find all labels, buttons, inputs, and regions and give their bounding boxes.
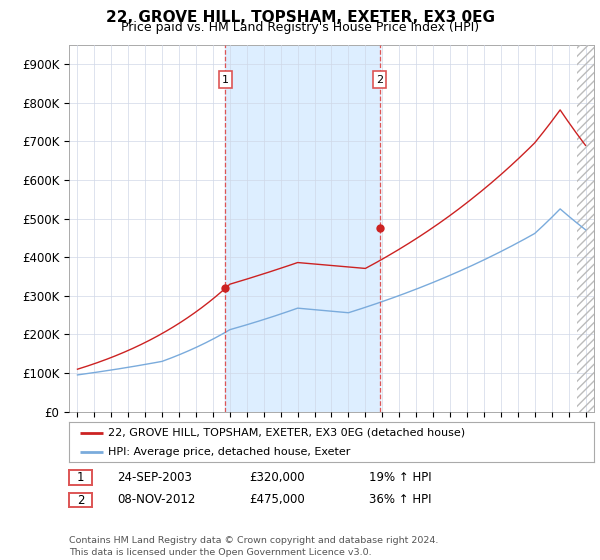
Text: 19% ↑ HPI: 19% ↑ HPI (369, 470, 431, 484)
Text: Contains HM Land Registry data © Crown copyright and database right 2024.
This d: Contains HM Land Registry data © Crown c… (69, 536, 439, 557)
Text: 1: 1 (77, 471, 84, 484)
Text: £475,000: £475,000 (249, 493, 305, 506)
Text: 22, GROVE HILL, TOPSHAM, EXETER, EX3 0EG (detached house): 22, GROVE HILL, TOPSHAM, EXETER, EX3 0EG… (109, 428, 466, 437)
Text: 08-NOV-2012: 08-NOV-2012 (117, 493, 196, 506)
Text: 36% ↑ HPI: 36% ↑ HPI (369, 493, 431, 506)
Text: 22, GROVE HILL, TOPSHAM, EXETER, EX3 0EG: 22, GROVE HILL, TOPSHAM, EXETER, EX3 0EG (106, 10, 494, 25)
Text: 24-SEP-2003: 24-SEP-2003 (117, 470, 192, 484)
Text: £320,000: £320,000 (249, 470, 305, 484)
Bar (226, 45, 380, 412)
Text: HPI: Average price, detached house, Exeter: HPI: Average price, detached house, Exet… (109, 447, 351, 457)
Bar (577, 45, 594, 412)
Text: 2: 2 (77, 493, 84, 507)
Text: Price paid vs. HM Land Registry's House Price Index (HPI): Price paid vs. HM Land Registry's House … (121, 21, 479, 34)
Text: 1: 1 (222, 74, 229, 85)
Text: 2: 2 (376, 74, 383, 85)
